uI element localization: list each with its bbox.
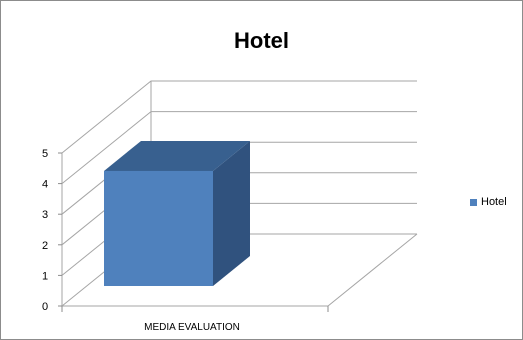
x-category-label: MEDIA EVALUATION <box>144 322 240 333</box>
y-tick-label: 0 <box>42 301 48 313</box>
legend: Hotel <box>470 196 507 208</box>
legend-swatch <box>470 198 477 206</box>
gridline <box>61 111 417 184</box>
chart-title: Hotel <box>234 28 289 53</box>
legend-label: Hotel <box>481 196 507 208</box>
y-tick-label: 4 <box>42 179 48 191</box>
bar-front-face <box>104 170 213 286</box>
bar-top-face <box>104 140 250 171</box>
y-tick-label: 5 <box>42 148 48 160</box>
y-tick-label: 2 <box>42 240 48 252</box>
gridline <box>61 80 417 154</box>
y-tick-label: 3 <box>42 209 48 221</box>
bar-side-face <box>213 140 250 286</box>
y-tick-label: 1 <box>42 270 48 282</box>
